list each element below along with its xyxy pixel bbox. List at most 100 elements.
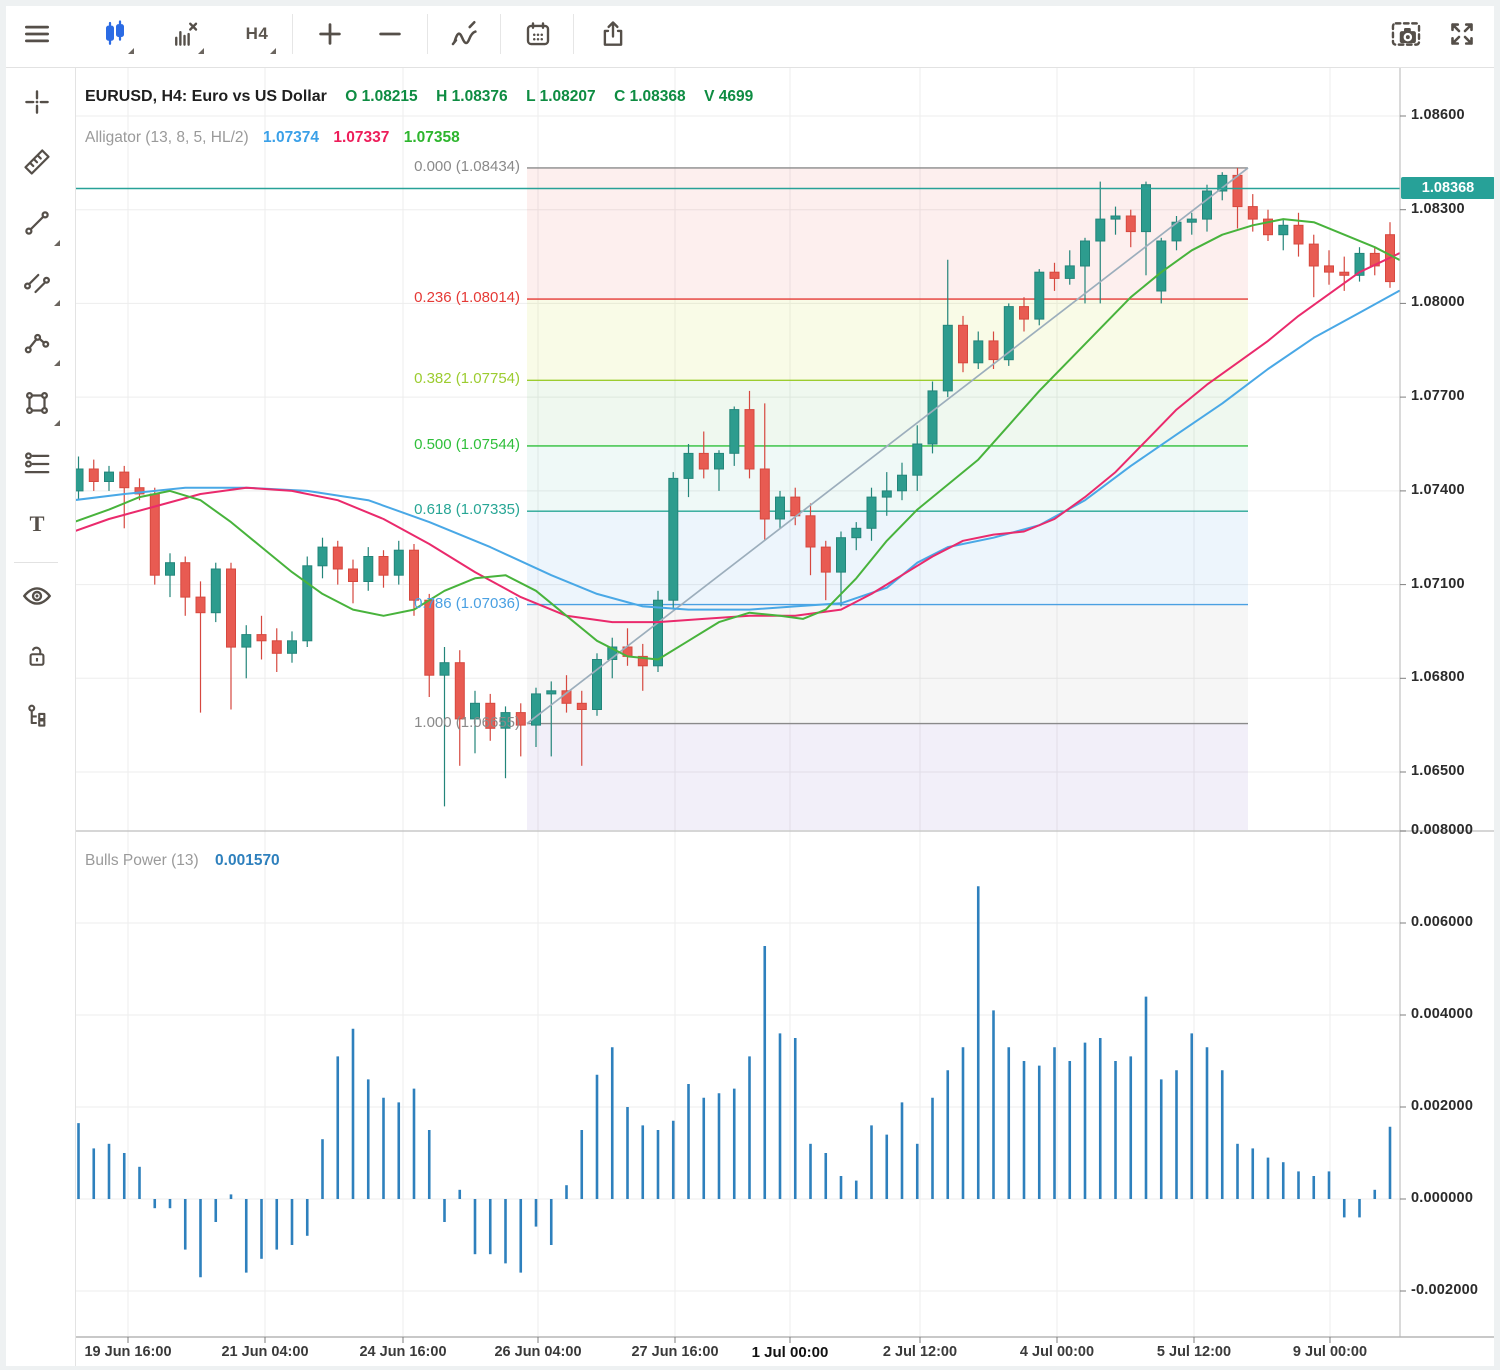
sidebar-border: [75, 0, 76, 1370]
indicators-icon: [449, 18, 481, 50]
price-axis-label: 1.08300: [1411, 200, 1465, 217]
window-frame: [0, 1366, 1500, 1370]
alligator-label: Alligator (13, 8, 5, HL/2): [85, 129, 249, 146]
screenshot-button[interactable]: [1383, 10, 1429, 58]
fib-level-label: 0.500 (1.07544): [414, 435, 520, 453]
fib-level-label: 1.000 (1.06655): [414, 713, 520, 731]
time-axis-label: 5 Jul 12:00: [1156, 1344, 1232, 1360]
tool-ruler[interactable]: [10, 139, 64, 189]
sidebar-divider: [14, 562, 58, 563]
price-axis-label: 1.07700: [1411, 388, 1465, 405]
toolbar-separator: [500, 14, 501, 54]
toolbar-separator: [292, 14, 293, 54]
time-axis-label: 2 Jul 12:00: [882, 1344, 958, 1360]
price-axis-label: 1.07400: [1411, 481, 1465, 498]
current-price-tag: 1.08368: [1401, 177, 1495, 200]
ohlc-close: C 1.08368: [614, 88, 686, 105]
time-axis-label: 24 Jun 16:00: [359, 1344, 447, 1360]
bulls-power-label: Bulls Power (13): [85, 852, 199, 869]
chart-type-bars-button[interactable]: [162, 10, 208, 58]
menu-button[interactable]: [14, 10, 60, 58]
chart-type-candles-button[interactable]: [92, 10, 138, 58]
price-axis[interactable]: [1400, 67, 1494, 1337]
alligator-lips-value: 1.07358: [403, 129, 460, 146]
tool-crosshair[interactable]: [10, 79, 64, 129]
ohlc-high: H 1.08376: [436, 88, 508, 105]
time-axis-label: 27 Jun 16:00: [631, 1344, 719, 1360]
ohlc-volume: V 4699: [704, 88, 754, 105]
price-axis-label: 1.08600: [1411, 107, 1465, 123]
export-button[interactable]: [590, 10, 636, 58]
symbol-header: EURUSD, H4: Euro vs US Dollar O 1.08215 …: [85, 88, 753, 106]
fib-levels-icon: [22, 449, 52, 484]
timeframe-button[interactable]: H4: [234, 10, 280, 58]
tool-lock[interactable]: [10, 633, 64, 683]
price-axis-label: 1.06500: [1411, 762, 1465, 779]
toolbar: H4: [0, 0, 1500, 68]
timeframe-label: H4: [245, 24, 269, 43]
indicator-axis-label: 0.006000: [1411, 914, 1474, 930]
fib-level-label: 0.236 (1.08014): [414, 289, 520, 307]
svg-text:T: T: [29, 510, 44, 535]
tool-shapes[interactable]: [10, 380, 64, 430]
alligator-lines: [75, 218, 1400, 661]
eye-icon: [21, 580, 53, 617]
candlestick-series: [75, 167, 1395, 807]
indicator-axis-label: 0.002000: [1411, 1098, 1474, 1114]
bulls-power-header: Bulls Power (13) 0.001570: [85, 852, 280, 870]
price-axis-label: 1.07100: [1411, 575, 1465, 592]
fib-retracement-bands: [527, 167, 1248, 830]
fib-level-label: 0.000 (1.08434): [414, 157, 520, 175]
zoom-out-button[interactable]: [367, 10, 413, 58]
indicator-axis-label: 0.000000: [1411, 1190, 1474, 1206]
toolbar-separator: [427, 14, 428, 54]
alligator-lips-line: [75, 218, 1400, 661]
bulls-power-histogram: [77, 886, 1392, 1278]
object-tree-icon: [23, 702, 51, 735]
shapes-icon: [22, 388, 52, 423]
fib-level-label: 0.786 (1.07036): [414, 594, 520, 612]
screenshot-icon: [1389, 17, 1423, 51]
window-frame: [0, 0, 6, 1370]
price-axis-label: 1.08000: [1411, 294, 1465, 311]
bulls-power-value: 0.001570: [215, 852, 280, 869]
alligator-jaw-value: 1.07374: [263, 129, 320, 146]
trend-line-icon: [22, 208, 52, 243]
time-axis-label: 19 Jun 16:00: [84, 1344, 172, 1360]
ruler-icon: [22, 147, 52, 182]
tool-parallel-channel[interactable]: [10, 260, 64, 310]
indicator-axis-label: 0.004000: [1411, 1006, 1474, 1022]
time-axis-label: 1 Jul 00:00: [751, 1344, 829, 1361]
zoom-in-button[interactable]: [307, 10, 353, 58]
time-axis[interactable]: [75, 1337, 1494, 1366]
fullscreen-icon: [1447, 19, 1477, 49]
indicators-button[interactable]: [442, 10, 488, 58]
export-icon: [598, 19, 628, 49]
calendar-button[interactable]: [515, 10, 561, 58]
candlestick-chart-icon: [100, 19, 130, 49]
alligator-header: Alligator (13, 8, 5, HL/2) 1.07374 1.073…: [85, 129, 460, 147]
menu-icon: [22, 19, 52, 49]
time-axis-label: 21 Jun 04:00: [221, 1344, 309, 1360]
fullscreen-button[interactable]: [1439, 10, 1485, 58]
tool-polyline[interactable]: [10, 320, 64, 370]
alligator-jaw-line: [75, 289, 1400, 611]
tool-trend-line[interactable]: [10, 200, 64, 250]
crosshair-icon: [22, 87, 52, 122]
alligator-teeth-value: 1.07337: [333, 129, 390, 146]
zoom-out-icon: [375, 19, 405, 49]
axes-chrome: [75, 67, 1494, 1343]
tool-object-tree[interactable]: [10, 693, 64, 743]
drawing-tools-sidebar: T: [0, 67, 75, 1370]
window-frame: [1494, 0, 1500, 1370]
window-frame: [0, 0, 1500, 6]
tool-visibility[interactable]: [10, 573, 64, 623]
fib-trend-line: [526, 167, 1249, 725]
indicator-axis-label: 0.008000: [1411, 822, 1474, 838]
tool-text[interactable]: T: [10, 501, 64, 551]
time-axis-label: 26 Jun 04:00: [494, 1344, 582, 1360]
calendar-icon: [523, 19, 553, 49]
tool-fib-levels[interactable]: [10, 441, 64, 491]
fib-level-label: 0.618 (1.07335): [414, 501, 520, 519]
